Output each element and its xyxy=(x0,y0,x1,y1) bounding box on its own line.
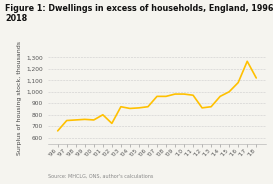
Text: Source: MHCLG, ONS, author's calculations: Source: MHCLG, ONS, author's calculation… xyxy=(48,174,153,178)
Y-axis label: Surplus of housing stock, thousands: Surplus of housing stock, thousands xyxy=(17,40,22,155)
Text: Figure 1: Dwellings in excess of households, England, 1996-
2018: Figure 1: Dwellings in excess of househo… xyxy=(5,4,273,23)
